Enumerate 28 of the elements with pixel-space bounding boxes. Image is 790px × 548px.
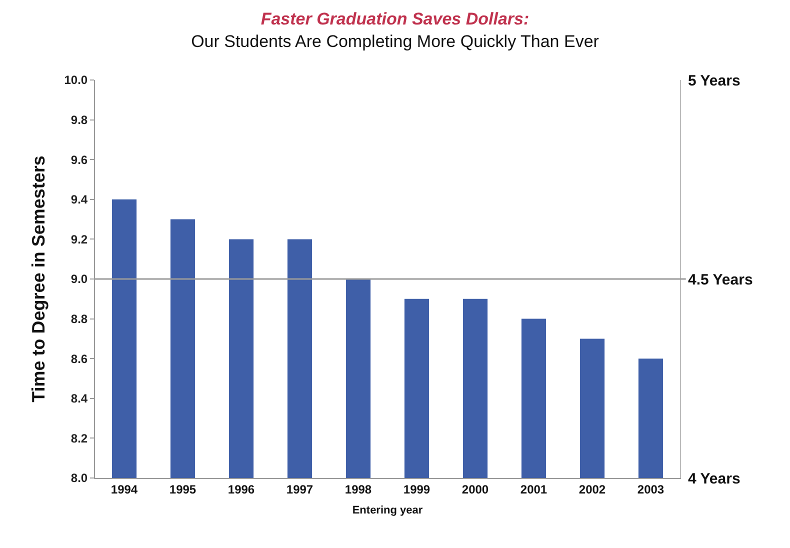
chart-subtitle: Our Students Are Completing More Quickly Than Ever	[191, 32, 600, 51]
y-tick-label: 8.4	[70, 392, 88, 406]
x-tick-label: 2003	[637, 482, 664, 496]
x-tick-label: 1999	[403, 482, 430, 496]
y-tick-label: 9.8	[70, 113, 88, 127]
y-tick-label: 10.0	[64, 73, 88, 88]
y-tick-label: 9.6	[70, 152, 88, 167]
chart-title: Faster Graduation Saves Dollars:	[260, 10, 530, 29]
y-tick-label: 8.0	[70, 471, 88, 486]
y2-tick-label: 5 Years	[688, 72, 740, 90]
x-tick-label: 2001	[520, 482, 548, 496]
x-tick-label: 1997	[286, 482, 314, 496]
y-axis-title: Time to Degree in Semesters	[28, 156, 48, 402]
y-tick-label: 9.4	[70, 192, 88, 207]
x-axis-title: Entering year	[352, 504, 424, 517]
y-tick-label: 8.2	[70, 431, 88, 446]
x-tick-label: 1996	[228, 482, 255, 496]
y-tick-label: 9.0	[70, 272, 88, 286]
y-tick-label: 8.8	[70, 312, 88, 326]
x-tick-label: 1994	[110, 482, 138, 496]
y-tick-label: 9.2	[70, 232, 88, 246]
x-tick-label: 1998	[344, 482, 372, 496]
y2-tick-label: 4.5 Years	[688, 271, 753, 288]
x-tick-label: 2000	[462, 482, 489, 496]
x-tick-label: 2002	[578, 482, 606, 496]
y-tick-label: 8.6	[70, 352, 88, 366]
y2-tick-label: 4 Years	[688, 470, 740, 488]
x-tick-label: 1995	[169, 482, 196, 496]
